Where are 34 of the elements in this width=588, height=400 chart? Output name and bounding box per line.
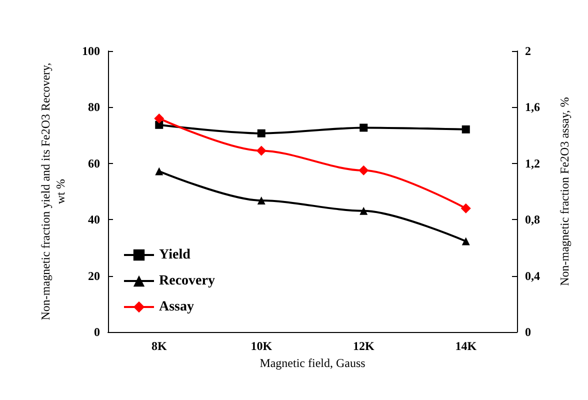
point	[460, 203, 471, 214]
y2-tick-label: 0,8	[525, 212, 540, 227]
x-tick-label: 14K	[455, 339, 478, 353]
x-tick-label: 8K	[151, 339, 168, 353]
point	[257, 196, 266, 204]
y-tick-label: 20	[88, 268, 100, 283]
y-tick-label: 60	[88, 156, 100, 170]
y-tick-label: 0	[94, 325, 100, 339]
point	[257, 129, 266, 138]
point	[462, 237, 470, 246]
y2-tick-label: 0	[525, 325, 531, 339]
point	[155, 120, 164, 129]
y2-tick-label: 2	[525, 44, 531, 58]
point	[358, 165, 369, 176]
legend-label: Yield	[159, 248, 191, 262]
y2-axis-title: Non-magnetic fraction Fe2O3 assay, %	[558, 97, 572, 286]
legend-label: Assay	[159, 300, 194, 314]
point	[154, 113, 164, 124]
x-tick-label: 10K	[250, 339, 273, 353]
x-axis-title: Magnetic field, Gauss	[260, 356, 366, 370]
point	[155, 167, 164, 176]
point	[360, 124, 368, 132]
point	[256, 146, 266, 156]
y2-tick-label: 1,6	[525, 100, 540, 114]
point	[360, 206, 368, 215]
y2-tick-label: 1,2	[525, 156, 540, 170]
point	[462, 125, 470, 134]
y-tick-label: 100	[82, 44, 100, 58]
y-axis-title: Non-magnetic fraction yield and its Fe2O3 Recovery, wt %	[38, 62, 68, 320]
x-tick-label: 12K	[352, 339, 375, 353]
y-tick-label: 80	[88, 100, 100, 114]
y2-tick-label: 0,4	[525, 268, 540, 283]
legend-label: Recovery	[159, 274, 215, 288]
y-tick-label: 40	[88, 212, 100, 227]
